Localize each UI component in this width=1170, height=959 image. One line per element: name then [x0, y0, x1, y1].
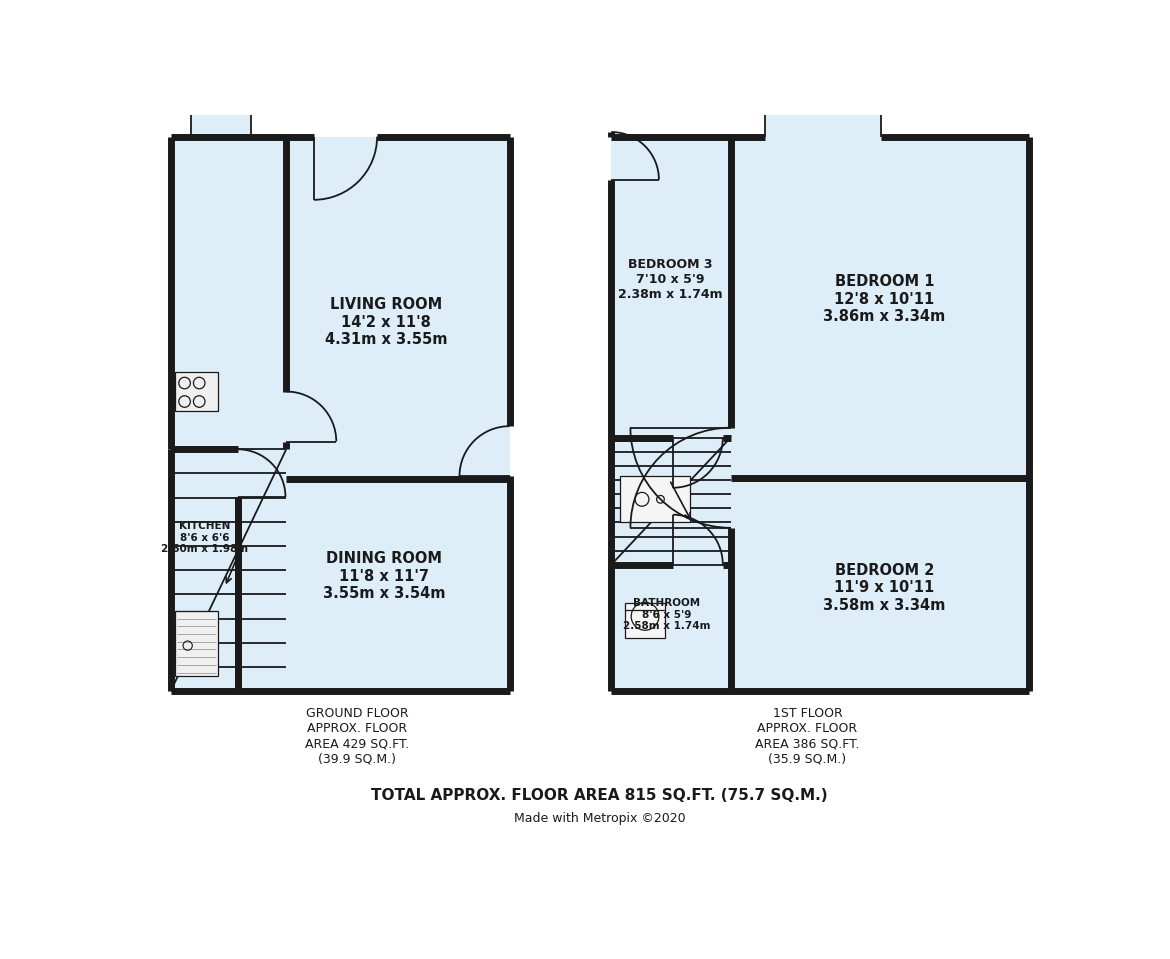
- Text: LIVING ROOM
14'2 x 11'8
4.31m x 3.55m: LIVING ROOM 14'2 x 11'8 4.31m x 3.55m: [325, 297, 448, 347]
- Bar: [730, 478, 1028, 691]
- Bar: [611, 437, 730, 565]
- Text: DINING ROOM
11'8 x 11'7
3.55m x 3.54m: DINING ROOM 11'8 x 11'7 3.55m x 3.54m: [323, 551, 446, 601]
- Text: BEDROOM 3
7'10 x 5'9
2.38m x 1.74m: BEDROOM 3 7'10 x 5'9 2.38m x 1.74m: [618, 258, 723, 301]
- Bar: [176, 372, 218, 410]
- Text: TOTAL APPROX. FLOOR AREA 815 SQ.FT. (75.7 SQ.M.): TOTAL APPROX. FLOOR AREA 815 SQ.FT. (75.…: [371, 788, 828, 804]
- Bar: [730, 136, 1028, 478]
- Bar: [191, 112, 250, 136]
- Bar: [611, 565, 730, 691]
- Bar: [611, 136, 730, 437]
- Bar: [176, 611, 218, 676]
- Text: BEDROOM 2
11'9 x 10'11
3.58m x 3.34m: BEDROOM 2 11'9 x 10'11 3.58m x 3.34m: [824, 563, 945, 613]
- Text: GROUND FLOOR
APPROX. FLOOR
AREA 429 SQ.FT.
(39.9 SQ.M.): GROUND FLOOR APPROX. FLOOR AREA 429 SQ.F…: [305, 707, 410, 765]
- Bar: [620, 477, 690, 523]
- Bar: [176, 372, 218, 410]
- Text: BEDROOM 1
12'8 x 10'11
3.86m x 3.34m: BEDROOM 1 12'8 x 10'11 3.86m x 3.34m: [824, 274, 945, 324]
- Bar: [765, 109, 881, 136]
- Text: KITCHEN
8'6 x 6'6
2.60m x 1.98m: KITCHEN 8'6 x 6'6 2.60m x 1.98m: [161, 521, 248, 554]
- Text: Made with Metropix ©2020: Made with Metropix ©2020: [514, 812, 686, 826]
- Bar: [176, 611, 218, 676]
- Text: 1ST FLOOR
APPROX. FLOOR
AREA 386 SQ.FT.
(35.9 SQ.M.): 1ST FLOOR APPROX. FLOOR AREA 386 SQ.FT. …: [756, 707, 860, 765]
- Polygon shape: [171, 449, 238, 691]
- Text: BATHROOM
8'6 x 5'9
2.58m x 1.74m: BATHROOM 8'6 x 5'9 2.58m x 1.74m: [622, 598, 710, 631]
- Bar: [625, 603, 665, 638]
- Polygon shape: [171, 136, 510, 691]
